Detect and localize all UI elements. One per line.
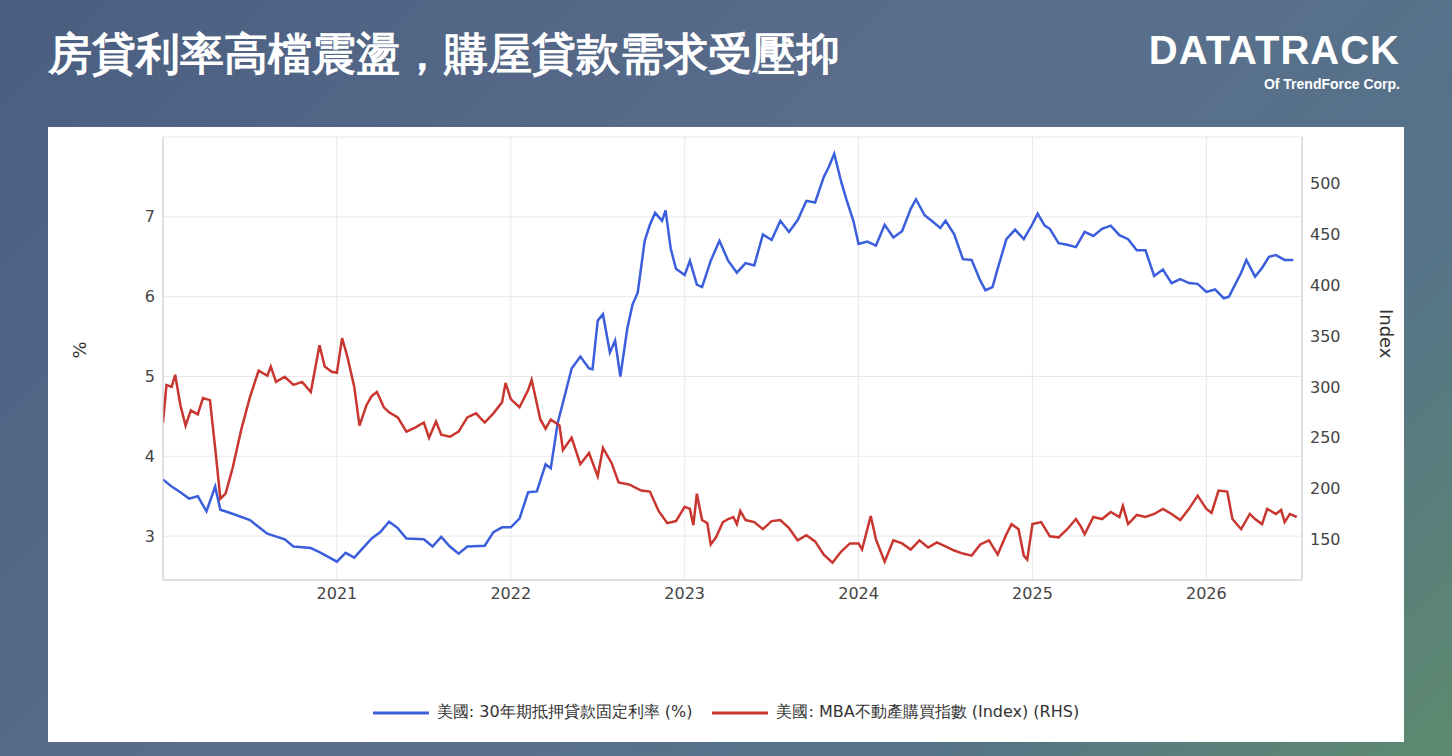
html-text:房貸利率高檔震盪，購屋貸款需求受壓抑: 房貸利率高檔震盪，購屋貸款需求受壓抑: [48, 28, 840, 79]
svg-text:4: 4: [145, 447, 155, 466]
svg-text:150: 150: [1310, 530, 1341, 549]
svg-text:2025: 2025: [1012, 584, 1053, 603]
svg-text:Index: Index: [1376, 309, 1397, 359]
svg-text:2022: 2022: [490, 584, 531, 603]
svg-text:7: 7: [145, 207, 155, 226]
svg-text:500: 500: [1310, 174, 1341, 193]
svg-text:400: 400: [1310, 276, 1341, 295]
html-text:美國: 30年期抵押貸款固定利率 (%): 美國: 30年期抵押貸款固定利率 (%): [436, 702, 693, 721]
svg-text:%: %: [69, 341, 90, 358]
svg-text:2024: 2024: [838, 584, 879, 603]
html-text:美國: MBA不動產購買指數 (Index) (RHS): 美國: MBA不動產購買指數 (Index) (RHS): [776, 702, 1080, 721]
svg-text:5: 5: [145, 367, 155, 386]
svg-text:200: 200: [1310, 479, 1341, 498]
html-text:DATATRACK: DATATRACK: [1148, 28, 1400, 72]
svg-text:450: 450: [1310, 225, 1341, 244]
svg-text:250: 250: [1310, 428, 1341, 447]
svg-text:6: 6: [145, 287, 155, 306]
svg-text:350: 350: [1310, 327, 1341, 346]
svg-text:2023: 2023: [664, 584, 705, 603]
svg-text:2021: 2021: [317, 584, 358, 603]
html-text:Of TrendForce Corp.: Of TrendForce Corp.: [1263, 76, 1400, 92]
svg-text:300: 300: [1310, 378, 1341, 397]
svg-text:2026: 2026: [1186, 584, 1227, 603]
svg-text:3: 3: [145, 527, 155, 546]
